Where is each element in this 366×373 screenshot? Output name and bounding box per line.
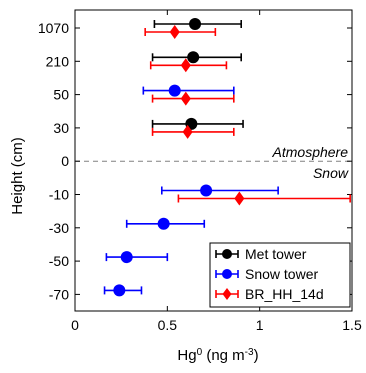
series-met-tower — [151, 18, 244, 130]
y-tick-label: -30 — [49, 220, 69, 236]
legend-label: Snow tower — [245, 266, 318, 282]
annotation-atmosphere: Atmosphere — [272, 144, 349, 160]
legend-marker-circle — [222, 249, 232, 259]
legend-marker-diamond — [222, 288, 232, 300]
data-point-diamond — [169, 25, 180, 39]
data-point-diamond — [234, 191, 245, 206]
series-snow-tower — [103, 84, 279, 297]
annotation-snow: Snow — [313, 165, 349, 181]
data-point-diamond — [180, 58, 191, 73]
x-tick-label: 0 — [71, 317, 79, 333]
x-axis-label: Hg0 (ng m-3) — [177, 347, 258, 365]
legend-entry: BR_HH_14d — [215, 286, 324, 302]
x-axis-label-part: (ng m — [202, 347, 245, 364]
legend-marker-circle — [222, 269, 232, 279]
data-point-circle — [187, 51, 200, 64]
legend: Met tower Snow tower BR_HH_14d — [209, 242, 351, 308]
legend-entry: Met tower — [215, 246, 307, 262]
data-marks — [103, 18, 351, 297]
y-tick-label: 30 — [53, 120, 69, 136]
data-point-circle — [200, 184, 213, 197]
legend-label: BR_HH_14d — [245, 286, 324, 302]
plot-border — [74, 9, 353, 312]
plot-area — [74, 9, 353, 312]
x-axis-label-superscript: 0 — [197, 347, 203, 358]
x-tick-label: 1.5 — [342, 317, 362, 333]
x-tick-label: 1 — [256, 317, 264, 333]
y-tick-label: 1070 — [38, 20, 69, 36]
series-br-hh-14d — [144, 25, 351, 206]
y-axis-label: Height (cm) — [9, 137, 26, 215]
legend-entry: Snow tower — [215, 266, 318, 282]
data-point-circle — [113, 284, 126, 297]
x-axis-label-part: Hg — [177, 347, 196, 364]
data-point-diamond — [180, 91, 191, 106]
y-tick-label: -50 — [49, 253, 69, 269]
x-tick-label: 0.5 — [158, 317, 178, 333]
y-tick-label: -70 — [49, 286, 69, 302]
x-axis: 0 0.5 1 1.5 — [71, 10, 362, 333]
annotations: Atmosphere Snow — [272, 144, 349, 181]
data-point-circle — [157, 217, 170, 230]
data-point-diamond — [182, 124, 193, 139]
x-axis-label-part: ) — [254, 347, 259, 364]
x-axis-label-superscript: -3 — [245, 347, 254, 358]
y-tick-label: 0 — [61, 153, 69, 169]
data-point-circle — [168, 84, 181, 97]
y-tick-label: 210 — [46, 53, 70, 69]
y-tick-label: 50 — [53, 87, 69, 103]
data-point-circle — [120, 251, 133, 264]
y-tick-label: -10 — [49, 187, 69, 203]
y-axis: 1070 210 50 30 0 -10 -30 -50 -70 — [38, 20, 352, 302]
legend-label: Met tower — [245, 246, 307, 262]
data-point-circle — [189, 18, 202, 30]
